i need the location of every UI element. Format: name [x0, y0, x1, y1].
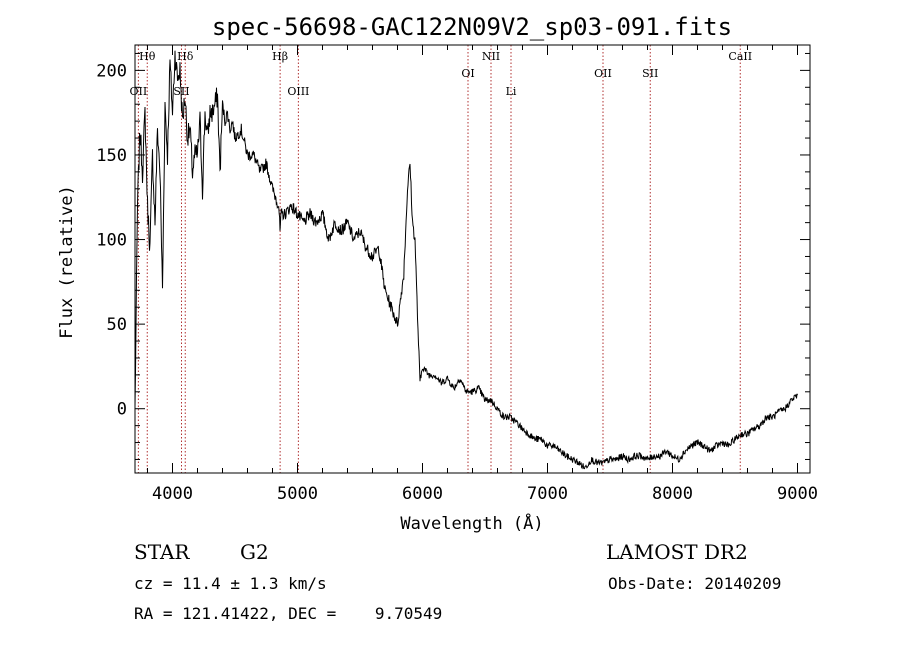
spectral-line-label: OII — [130, 85, 148, 98]
spectral-line-label: NII — [482, 50, 500, 63]
y-tick-label: 0 — [117, 400, 127, 420]
spectral-line-label: Li — [506, 85, 517, 98]
x-tick-label: 7000 — [527, 484, 568, 504]
redshift-readout: cz = 11.4 ± 1.3 km/s — [134, 574, 327, 593]
spectral-line-label: OI — [461, 67, 474, 80]
x-tick-label: 5000 — [277, 484, 318, 504]
coordinates-readout: RA = 121.41422, DEC = 9.70549 — [134, 604, 443, 623]
y-tick-label: 50 — [107, 315, 127, 335]
object-class: STAR — [134, 540, 190, 564]
spectral-line-label: SII — [642, 67, 658, 80]
chart-title: spec-56698-GAC122N09V2_sp03-091.fits — [212, 13, 732, 41]
obs-date: Obs-Date: 20140209 — [608, 574, 782, 593]
y-tick-label: 150 — [96, 146, 127, 166]
x-axis-label: Wavelength (Å) — [400, 512, 543, 534]
x-tick-label: 9000 — [777, 484, 818, 504]
x-tick-label: 8000 — [652, 484, 693, 504]
y-tick-label: 100 — [96, 231, 127, 251]
x-tick-label: 4000 — [152, 484, 193, 504]
spectrum-series — [134, 50, 798, 470]
spectral-line-label: OII — [594, 67, 612, 80]
spectral-line-label: Hθ — [139, 50, 156, 63]
spectrum-line — [134, 50, 798, 470]
spectral-line-label: OIII — [287, 85, 309, 98]
x-tick-label: 6000 — [402, 484, 443, 504]
spectral-line-label: Hβ — [272, 50, 288, 63]
survey-name: LAMOST DR2 — [606, 540, 748, 564]
spectral-line-label: Hδ — [177, 50, 194, 63]
plot-frame — [134, 44, 811, 474]
x-axis: 4000 5000 6000 7000 8000 9000 — [147, 45, 818, 504]
y-axis: 0 50 100 150 200 — [96, 52, 810, 460]
object-subclass: G2 — [240, 540, 269, 564]
y-axis-label: Flux (relative) — [57, 185, 77, 339]
spectral-line-label: CaII — [728, 50, 752, 63]
y-tick-label: 200 — [96, 61, 127, 81]
